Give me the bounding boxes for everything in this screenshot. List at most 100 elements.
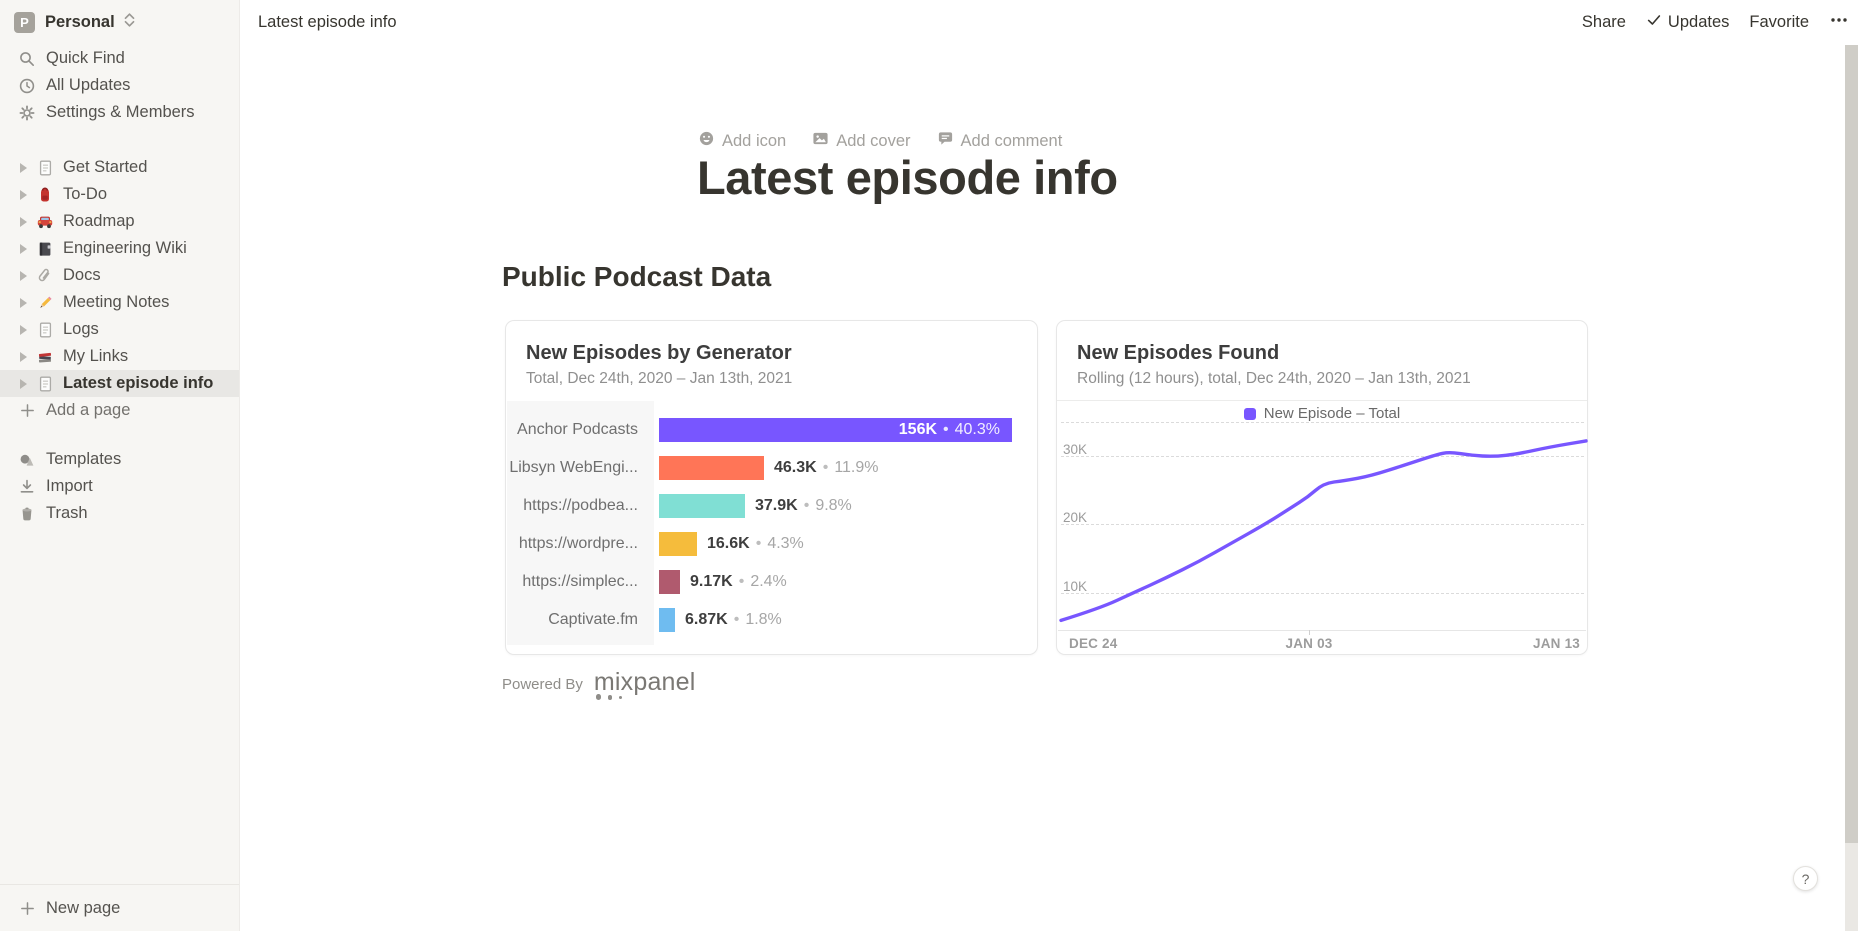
checkmark-icon (1646, 12, 1662, 33)
trash-icon (17, 504, 37, 524)
sidebar-item-label: All Updates (46, 76, 131, 94)
mixpanel-logo: mixpanel (594, 668, 696, 700)
expand-toggle-icon[interactable] (16, 160, 31, 175)
backpack-icon (35, 185, 55, 205)
sidebar-pages: Get Started To-Do Roadmap Engineering Wiki D… (0, 154, 239, 397)
sidebar-page-latest-episode-info[interactable]: Latest episode info (0, 370, 239, 397)
bar-chart-subtitle: Total, Dec 24th, 2020 – Jan 13th, 2021 (526, 370, 793, 387)
sidebar-page-meeting-notes[interactable]: Meeting Notes (0, 289, 239, 316)
sidebar-page-label: Logs (63, 320, 99, 338)
page-title[interactable]: Latest episode info (697, 151, 1118, 204)
sidebar-page-label: To-Do (63, 185, 108, 203)
bar-category-label: https://simplec... (522, 573, 638, 590)
sidebar-item-templates[interactable]: Templates (0, 446, 239, 473)
main-content: Latest episode info Share Updates Favori… (240, 0, 1863, 931)
sidebar-item-trash[interactable]: Trash (0, 500, 239, 527)
bar-value-label: 6.87K • 1.8% (685, 611, 782, 628)
bar-row: https://wordpre... 16.6K • 4.3% (507, 532, 1036, 556)
add-a-page-label: Add a page (46, 401, 131, 419)
templates-icon (17, 450, 37, 470)
gridline-30k (1061, 456, 1584, 457)
sidebar-page-label: Meeting Notes (63, 293, 170, 311)
sidebar-item-label: Import (46, 477, 93, 495)
x-axis-label-dec24: DEC 24 (1069, 636, 1118, 651)
add-comment-button[interactable]: Add comment (937, 130, 1062, 152)
sidebar: P Personal Quick Find All Updates Settings… (0, 0, 240, 931)
smiley-icon (698, 130, 715, 152)
updates-button[interactable]: Updates (1646, 12, 1729, 33)
bar-row: https://simplec... 9.17K • 2.4% (507, 570, 1036, 594)
expand-toggle-icon[interactable] (16, 214, 31, 229)
expand-toggle-icon[interactable] (16, 322, 31, 337)
bar-row: Libsyn WebEngi... 46.3K • 11.9% (507, 456, 1036, 480)
favorite-button[interactable]: Favorite (1749, 13, 1809, 31)
scrollbar-thumb[interactable] (1845, 45, 1858, 843)
gridline-20k (1061, 524, 1584, 525)
bar[interactable] (659, 608, 675, 632)
workspace-name: Personal (45, 13, 115, 31)
sidebar-page-my-links[interactable]: My Links (0, 343, 239, 370)
bar-value-label: 156K • 40.3% (898, 421, 1000, 438)
bar-value-label: 16.6K • 4.3% (707, 535, 804, 552)
new-page-button[interactable]: New page (0, 884, 239, 931)
page-icon (35, 158, 55, 178)
expand-toggle-icon[interactable] (16, 349, 31, 364)
add-a-page-button[interactable]: Add a page (0, 397, 239, 424)
sidebar-item-quick-find[interactable]: Quick Find (0, 45, 239, 72)
notebook-icon (35, 239, 55, 259)
bar[interactable] (659, 418, 1012, 442)
bar-row: https://podbea... 37.9K • 9.8% (507, 494, 1036, 518)
expand-toggle-icon[interactable] (16, 241, 31, 256)
sidebar-page-roadmap[interactable]: Roadmap (0, 208, 239, 235)
expand-toggle-icon[interactable] (16, 295, 31, 310)
add-cover-button[interactable]: Add cover (812, 130, 911, 152)
mixpanel-logo-dot (607, 695, 613, 700)
x-axis-label-jan13: JAN 13 (1533, 636, 1580, 651)
comment-icon (937, 130, 954, 152)
add-icon-label: Add icon (722, 131, 787, 150)
add-icon-button[interactable]: Add icon (698, 130, 786, 152)
sidebar-item-import[interactable]: Import (0, 473, 239, 500)
expand-toggle-icon[interactable] (16, 187, 31, 202)
sidebar-page-get-started[interactable]: Get Started (0, 154, 239, 181)
y-axis-tick-30k: 30K (1063, 442, 1088, 457)
sidebar-top-menu: Quick Find All Updates Settings & Members (0, 45, 239, 126)
bar[interactable] (659, 456, 764, 480)
bar[interactable] (659, 494, 745, 518)
sidebar-page-label: My Links (63, 347, 129, 365)
y-axis-tick-10k: 10K (1063, 579, 1088, 594)
bar-value-label: 37.9K • 9.8% (755, 497, 852, 514)
plus-icon (17, 898, 37, 918)
share-button[interactable]: Share (1581, 13, 1626, 31)
bar-chart-header: New Episodes by Generator Total, Dec 24t… (506, 321, 1037, 388)
workspace-switcher[interactable]: P Personal (0, 0, 239, 45)
pencil-icon (35, 293, 55, 313)
help-button[interactable]: ? (1793, 866, 1818, 891)
sidebar-page-label: Docs (63, 266, 101, 284)
sidebar-bottom-menu: Templates Import Trash (0, 446, 239, 527)
expand-toggle-icon[interactable] (16, 268, 31, 283)
line-chart-legend[interactable]: New Episode – Total (1057, 405, 1587, 422)
bar[interactable] (659, 570, 680, 594)
y-axis-tick-20k: 20K (1063, 510, 1088, 525)
section-heading[interactable]: Public Podcast Data (502, 261, 772, 292)
more-menu-button[interactable] (1829, 11, 1849, 34)
new-page-label: New page (46, 898, 121, 917)
bar-category-label: https://wordpre... (518, 535, 638, 552)
sidebar-page-docs[interactable]: Docs (0, 262, 239, 289)
sidebar-page-to-do[interactable]: To-Do (0, 181, 239, 208)
sidebar-item-settings-members[interactable]: Settings & Members (0, 99, 239, 126)
sidebar-page-logs[interactable]: Logs (0, 316, 239, 343)
powered-by-label: Powered By (502, 676, 583, 693)
chevron-up-down-icon (123, 12, 136, 33)
sidebar-item-label: Templates (46, 450, 122, 468)
expand-toggle-icon[interactable] (16, 376, 31, 391)
breadcrumb[interactable]: Latest episode info (258, 13, 397, 31)
bar-chart-title: New Episodes by Generator (526, 342, 792, 364)
mixpanel-attribution[interactable]: Powered By mixpanel (502, 668, 696, 700)
bar[interactable] (659, 532, 697, 556)
sidebar-page-engineering-wiki[interactable]: Engineering Wiki (0, 235, 239, 262)
search-icon (17, 49, 37, 69)
bar-chart-label-column (507, 401, 654, 645)
sidebar-item-all-updates[interactable]: All Updates (0, 72, 239, 99)
